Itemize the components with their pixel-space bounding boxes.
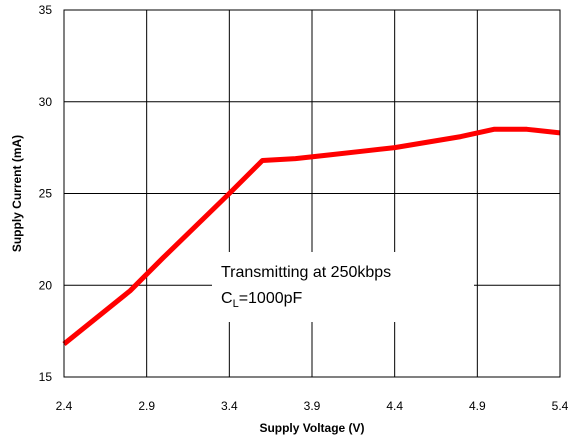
plot-frame [63, 9, 561, 378]
x-tick-label: 3.9 [304, 399, 321, 413]
y-tick-label: 25 [39, 187, 53, 201]
annotation-line-2: CL=1000pF [221, 290, 303, 310]
annotation-line-1: Transmitting at 250kbps [221, 264, 391, 281]
annotation-subscript: L [233, 298, 239, 310]
y-tick-label: 15 [39, 370, 53, 384]
x-axis-label: Supply Voltage (V) [259, 421, 364, 435]
y-tick-label: 30 [39, 95, 53, 109]
x-tick-label: 5.4 [552, 399, 569, 413]
x-tick-label: 4.9 [469, 399, 486, 413]
annotation-c: C [221, 290, 233, 307]
x-tick-label: 3.4 [221, 399, 238, 413]
annotation-box [212, 252, 474, 322]
series-line [62, 126, 561, 346]
x-tick-label: 4.4 [386, 399, 403, 413]
y-axis-label: Supply Current (mA) [10, 135, 24, 252]
y-tick-label: 35 [39, 3, 53, 17]
x-tick-label: 2.9 [138, 399, 155, 413]
x-tick-label: 2.4 [56, 399, 73, 413]
y-tick-labels: 15 20 25 30 35 [39, 3, 53, 384]
series-group [62, 126, 561, 346]
x-tick-labels: 2.4 2.9 3.4 3.9 4.4 4.9 5.4 [56, 399, 569, 413]
annotation-value: =1000pF [239, 290, 303, 307]
y-tick-label: 20 [39, 278, 53, 292]
